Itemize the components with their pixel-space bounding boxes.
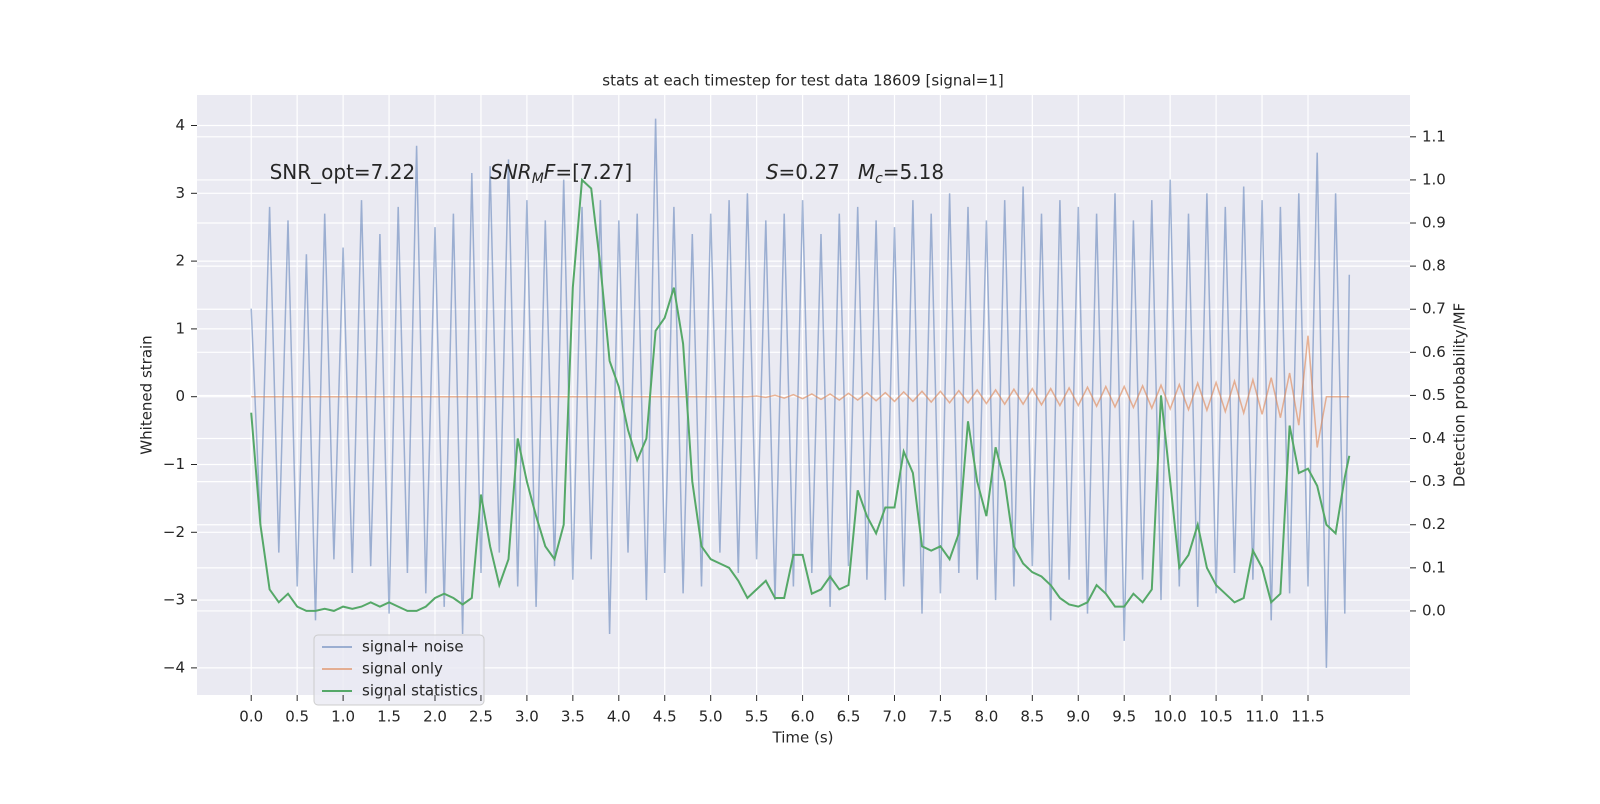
chart-title: stats at each timestep for test data 186… (602, 72, 1003, 90)
legend-label: signal only (362, 660, 443, 678)
annotation-part: S (766, 159, 779, 183)
x-tick-label: 3.5 (561, 708, 585, 726)
annotation: S=0.27 Mc=5.18 (766, 159, 944, 187)
y-axis-label: Whitened strain (138, 335, 156, 454)
x-tick-label: 7.5 (928, 708, 952, 726)
x-tick-label: 2.5 (469, 708, 493, 726)
y-tick-label: 2 (175, 252, 185, 270)
series-line (251, 335, 1350, 448)
y2-tick-label: 1.1 (1422, 127, 1446, 145)
annotation-part: M (858, 159, 875, 183)
x-tick-label: 10.5 (1199, 708, 1232, 726)
y2-tick-label: 0.4 (1422, 429, 1446, 447)
y2-tick-label: 0.6 (1422, 343, 1446, 361)
x-tick-label: 4.0 (607, 708, 631, 726)
annotation: SNR_opt=7.22 (270, 159, 416, 183)
legend-box (313, 634, 485, 706)
y-tick-label: −4 (163, 658, 185, 676)
x-tick-label: 5.5 (745, 708, 769, 726)
y-tick-label: −2 (163, 523, 185, 541)
y-tick-label: 4 (175, 116, 185, 134)
x-tick-label: 11.0 (1245, 708, 1278, 726)
x-tick-label: 3.0 (515, 708, 539, 726)
y-tick-label: 3 (175, 184, 185, 202)
y-tick-label: −3 (163, 591, 185, 609)
x-tick-label: 8.0 (974, 708, 998, 726)
x-tick-label: 2.0 (423, 708, 447, 726)
x-tick-label: 6.0 (791, 708, 815, 726)
x-tick-label: 4.5 (653, 708, 677, 726)
y2-tick-label: 0.1 (1422, 558, 1446, 576)
marks (250, 118, 1351, 668)
x-tick-label: 0.0 (239, 708, 263, 726)
series-line (250, 177, 1351, 612)
annotation-part: =0.27 (779, 159, 840, 183)
x-tick-label: 7.0 (883, 708, 907, 726)
series-line (250, 118, 1351, 668)
x-tick-label: 1.5 (377, 708, 401, 726)
annotation-part: SNR_opt=7.22 (270, 159, 416, 183)
x-tick-label: 6.5 (837, 708, 861, 726)
y-tick-label: 1 (175, 319, 185, 337)
y2-tick-label: 0.0 (1422, 601, 1446, 619)
y2-tick-label: 0.3 (1422, 472, 1446, 490)
y2-tick-label: 0.5 (1422, 386, 1446, 404)
x-tick-label: 8.5 (1020, 708, 1044, 726)
x-tick-label: 11.5 (1291, 708, 1324, 726)
annotation-part: SNR (490, 159, 532, 183)
annotation: SNRMF=[7.27] (490, 159, 632, 187)
legend: signal+ noise signal only signal statistic… (313, 634, 485, 706)
x-tick-label: 10.0 (1153, 708, 1186, 726)
y2-tick-label: 1.0 (1422, 170, 1446, 188)
legend-label: signal+ noise (362, 638, 464, 656)
y-tick-label: 0 (175, 387, 185, 405)
legend-label: signal statistics (362, 682, 478, 700)
y2-tick-label: 0.9 (1422, 214, 1446, 232)
x-axis-label: Time (s) (772, 729, 834, 747)
annotation-part: c (875, 171, 883, 187)
x-tick-label: 9.0 (1066, 708, 1090, 726)
annotation-part: F (544, 159, 556, 183)
annotation-part: =[7.27] (555, 159, 632, 183)
x-tick-label: 5.0 (699, 708, 723, 726)
y2-tick-label: 0.2 (1422, 515, 1446, 533)
x-tick-label: 0.5 (285, 708, 309, 726)
annotation-part: M (532, 171, 544, 187)
x-tick-label: 1.0 (331, 708, 355, 726)
x-tick-label: 9.5 (1112, 708, 1136, 726)
y-tick-label: −1 (163, 455, 185, 473)
y2-axis-label: Detection probability/MF (1451, 303, 1469, 487)
y2-tick-label: 0.8 (1422, 257, 1446, 275)
annotation-part: =5.18 (883, 159, 944, 183)
y2-tick-label: 0.7 (1422, 300, 1446, 318)
